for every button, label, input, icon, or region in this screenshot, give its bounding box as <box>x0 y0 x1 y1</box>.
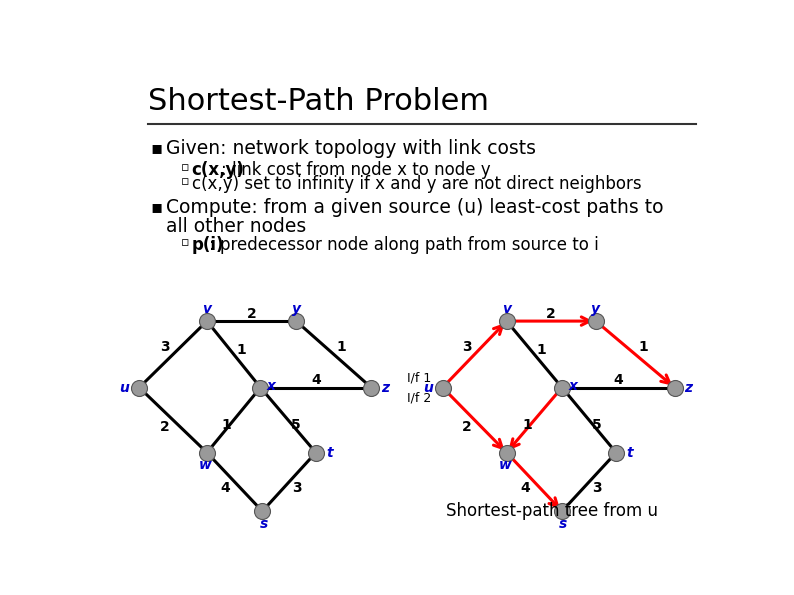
Text: x: x <box>569 378 577 393</box>
Text: ▪: ▪ <box>150 198 163 217</box>
Text: 1: 1 <box>537 343 546 357</box>
Text: 5: 5 <box>291 418 301 431</box>
Text: t: t <box>326 446 333 459</box>
Text: 1: 1 <box>337 340 346 354</box>
Text: I/f 2: I/f 2 <box>407 391 431 404</box>
Text: z: z <box>684 381 692 394</box>
Text: ▫: ▫ <box>180 161 189 174</box>
Text: 3: 3 <box>462 340 472 354</box>
Text: p(i): p(i) <box>191 236 224 254</box>
Text: I/f 1: I/f 1 <box>407 372 431 385</box>
Text: Shortest-Path Problem: Shortest-Path Problem <box>148 87 489 117</box>
Text: 1: 1 <box>236 343 246 357</box>
Text: s: s <box>559 517 568 531</box>
Text: u: u <box>120 381 129 394</box>
Text: x: x <box>267 378 276 393</box>
Text: Compute: from a given source (u) least-cost paths to: Compute: from a given source (u) least-c… <box>166 198 663 217</box>
Text: : predecessor node along path from source to i: : predecessor node along path from sourc… <box>209 236 599 254</box>
Text: z: z <box>380 381 389 394</box>
Text: Shortest-path tree from u: Shortest-path tree from u <box>445 502 657 521</box>
Text: 4: 4 <box>311 373 321 387</box>
Text: 1: 1 <box>222 418 231 431</box>
Text: y: y <box>592 302 600 316</box>
Text: 4: 4 <box>614 373 623 387</box>
Text: Given: network topology with link costs: Given: network topology with link costs <box>166 139 536 158</box>
Text: ▪: ▪ <box>150 139 163 157</box>
Text: 3: 3 <box>160 340 170 354</box>
Text: u: u <box>423 381 433 394</box>
Text: 3: 3 <box>592 481 602 495</box>
Text: s: s <box>260 517 268 531</box>
Text: all other nodes: all other nodes <box>166 217 306 236</box>
Text: c(x,y): c(x,y) <box>191 161 245 178</box>
Text: w: w <box>499 458 512 472</box>
Text: ▫: ▫ <box>180 236 189 249</box>
Text: 2: 2 <box>160 421 170 434</box>
Text: 4: 4 <box>520 481 530 495</box>
Text: c(x,y) set to infinity if x and y are not direct neighbors: c(x,y) set to infinity if x and y are no… <box>191 176 642 193</box>
Text: w: w <box>199 458 212 472</box>
Text: ▫: ▫ <box>180 176 189 189</box>
Text: 5: 5 <box>592 418 602 431</box>
Text: 3: 3 <box>292 481 302 495</box>
Text: t: t <box>626 446 633 459</box>
Text: 4: 4 <box>221 481 230 495</box>
Text: 1: 1 <box>638 340 648 354</box>
Text: y: y <box>291 302 301 316</box>
Text: 2: 2 <box>546 307 556 321</box>
Text: 2: 2 <box>247 307 256 321</box>
Text: 1: 1 <box>522 418 532 431</box>
Text: v: v <box>202 302 211 316</box>
Text: : link cost from node x to node y: : link cost from node x to node y <box>221 161 491 178</box>
Text: v: v <box>502 302 511 316</box>
Text: 2: 2 <box>462 421 472 434</box>
